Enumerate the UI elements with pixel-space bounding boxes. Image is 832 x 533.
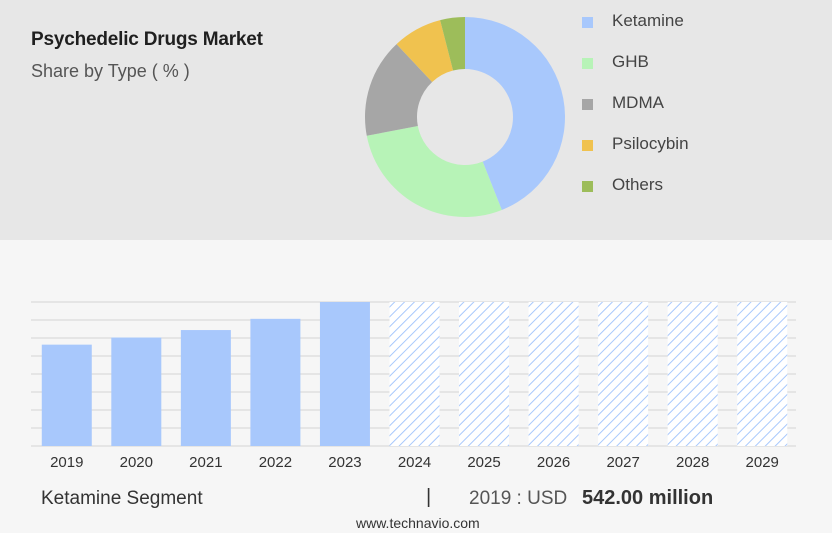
forecast-bar-2025 xyxy=(459,302,510,446)
legend-swatch xyxy=(582,181,593,192)
legend-swatch xyxy=(582,17,593,28)
x-tick-label: 2023 xyxy=(328,454,361,471)
legend-swatch xyxy=(582,99,593,110)
donut-slice-ketamine xyxy=(465,17,565,210)
forecast-bar-2028 xyxy=(667,302,718,446)
forecast-bar-2029 xyxy=(737,302,788,446)
donut-slice-others xyxy=(440,17,465,71)
bar-chart: 2019 2020 2021 2022 2023 2024 2025 2026 2027 2028… xyxy=(31,301,796,471)
donut-slice-ghb xyxy=(366,125,502,217)
footer-divider: | xyxy=(426,486,432,508)
x-tick-label: 2028 xyxy=(676,454,709,471)
footer-value: 542.00 million xyxy=(582,487,714,509)
chart-title: Psychedelic Drugs Market xyxy=(31,29,263,50)
bar-2019 xyxy=(41,344,92,446)
legend-swatch xyxy=(582,140,593,151)
x-tick-label: 2029 xyxy=(746,454,779,471)
chart-subtitle: Share by Type ( % ) xyxy=(31,61,190,81)
legend-label: Ketamine xyxy=(612,11,684,30)
x-tick-label: 2020 xyxy=(120,454,153,471)
legend-label: MDMA xyxy=(612,93,664,112)
x-tick-label: 2026 xyxy=(537,454,570,471)
legend-label: GHB xyxy=(612,52,649,71)
legend-swatch xyxy=(582,58,593,69)
site-link[interactable]: www.technavio.com xyxy=(356,515,480,531)
footer-year-label: 2019 : USD xyxy=(469,488,568,509)
bar-2022 xyxy=(250,318,301,446)
legend-label: Psilocybin xyxy=(612,134,689,153)
x-tick-label: 2027 xyxy=(606,454,639,471)
bar-2020 xyxy=(111,337,162,446)
donut-slice-psilocybin xyxy=(396,20,454,83)
forecast-bar-2027 xyxy=(598,302,649,446)
x-tick-label: 2019 xyxy=(50,454,83,471)
forecast-bar-2024 xyxy=(389,302,440,446)
forecast-bar-2026 xyxy=(528,302,579,446)
bar-2023 xyxy=(319,302,370,446)
donut-chart xyxy=(365,17,565,217)
segment-label: Ketamine Segment xyxy=(41,488,203,509)
x-tick-label: 2021 xyxy=(189,454,222,471)
donut-slice-mdma xyxy=(365,44,433,136)
x-tick-label: 2024 xyxy=(398,454,431,471)
x-tick-label: 2025 xyxy=(467,454,500,471)
legend-label: Others xyxy=(612,175,664,194)
bar-2021 xyxy=(180,330,231,446)
x-tick-label: 2022 xyxy=(259,454,292,471)
